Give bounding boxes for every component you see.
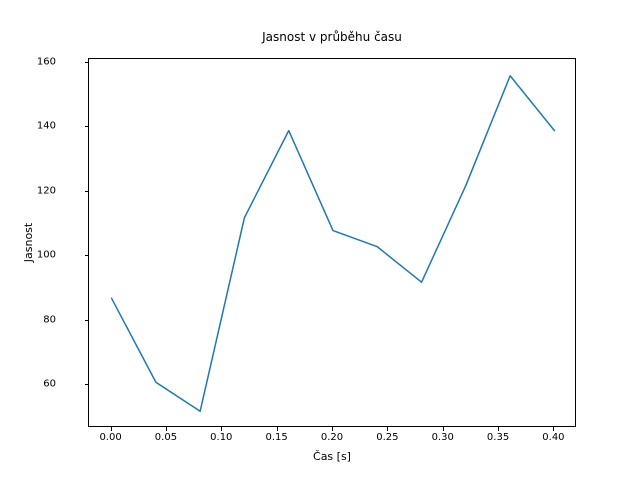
x-tick-mark — [387, 427, 389, 431]
x-axis-label: Čas [s] — [313, 450, 351, 463]
line-chart-svg — [110, 75, 556, 412]
x-tick-mark — [498, 427, 500, 431]
y-tick-mark — [84, 319, 88, 321]
chart-title: Jasnost v průběhu času — [262, 30, 402, 44]
y-tick-mark — [84, 126, 88, 128]
data-series-line — [110, 75, 556, 412]
x-tick-mark — [276, 427, 278, 431]
x-tick-label: 0.05 — [154, 432, 178, 443]
x-tick-label: 0.20 — [320, 432, 344, 443]
x-tick-mark — [553, 427, 555, 431]
y-tick-label: 120 — [36, 185, 56, 197]
x-tick-label: 0.35 — [486, 432, 510, 443]
y-tick-label: 100 — [36, 249, 56, 261]
y-tick-label: 80 — [43, 314, 56, 326]
y-tick-mark — [84, 384, 88, 386]
x-tick-mark — [110, 427, 112, 431]
y-tick-label: 160 — [36, 56, 56, 68]
y-tick-label: 60 — [43, 378, 56, 390]
x-tick-mark — [221, 427, 223, 431]
y-tick-label: 140 — [36, 120, 56, 132]
x-tick-label: 0.30 — [431, 432, 454, 443]
x-tick-label: 0.00 — [99, 432, 122, 443]
x-tick-mark — [442, 427, 444, 431]
x-tick-label: 0.40 — [542, 432, 565, 443]
x-tick-label: 0.25 — [376, 432, 399, 443]
x-tick-mark — [332, 427, 333, 431]
plot-area — [88, 58, 576, 427]
x-tick-label: 0.15 — [265, 432, 288, 443]
y-tick-mark — [84, 61, 88, 63]
y-tick-mark — [84, 255, 88, 257]
x-tick-mark — [165, 427, 167, 431]
y-tick-mark — [84, 190, 88, 192]
y-axis-label: Jasnost — [22, 222, 35, 263]
x-tick-label: 0.10 — [210, 432, 233, 443]
